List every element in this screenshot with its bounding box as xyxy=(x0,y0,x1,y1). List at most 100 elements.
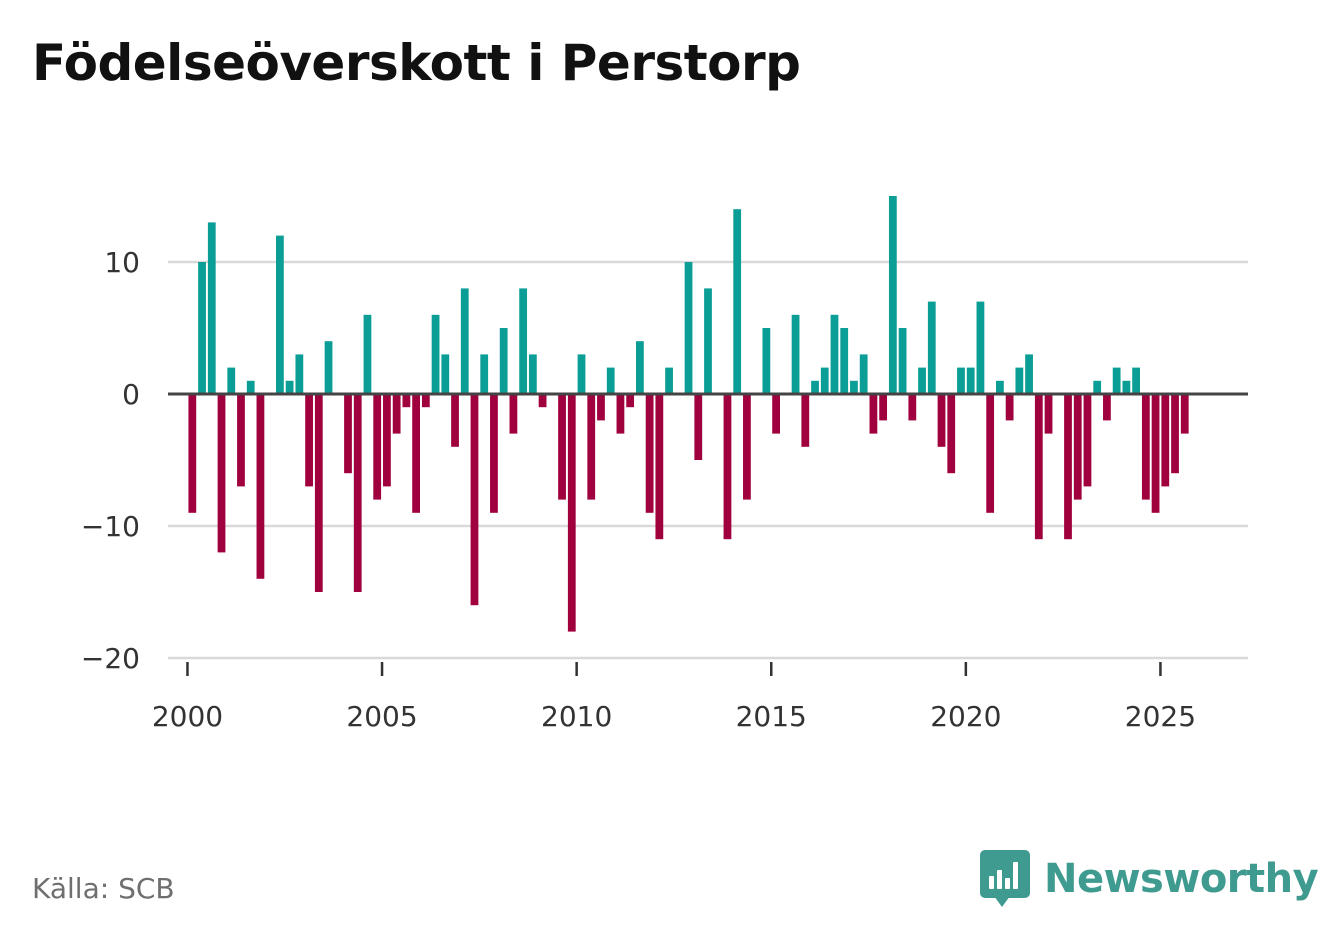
bar xyxy=(927,301,936,394)
bar xyxy=(898,328,907,394)
bar xyxy=(772,394,780,434)
bar xyxy=(1015,367,1024,394)
bars xyxy=(188,196,1189,632)
y-tick-label: 0 xyxy=(122,378,140,411)
bar xyxy=(1034,394,1043,540)
bar xyxy=(314,394,323,592)
bar xyxy=(421,394,430,408)
bar xyxy=(1171,394,1179,474)
bar xyxy=(869,394,878,434)
bar xyxy=(538,394,547,408)
bar xyxy=(645,394,654,513)
bar xyxy=(1132,367,1140,394)
bar xyxy=(577,354,586,394)
bar xyxy=(1064,394,1072,540)
bar xyxy=(324,341,333,394)
axes: 10 0 −10 −20 2000 2005 2010 2015 2020 2025 xyxy=(81,246,1248,733)
bar xyxy=(188,394,197,513)
bar xyxy=(626,394,635,408)
brand-logo[interactable]: Newsworthy xyxy=(980,850,1319,908)
bar xyxy=(227,367,236,394)
bar xyxy=(908,394,917,421)
bar xyxy=(1103,394,1111,421)
bar xyxy=(558,394,566,500)
bar xyxy=(1151,394,1160,513)
bar xyxy=(1005,394,1014,421)
source-note: Källa: SCB xyxy=(32,872,175,905)
bar xyxy=(587,394,596,500)
bar xyxy=(791,314,800,394)
y-tick-label: −20 xyxy=(81,642,140,675)
bar xyxy=(801,394,810,447)
bar xyxy=(636,341,644,394)
bar xyxy=(344,394,352,474)
x-tick-label: 2020 xyxy=(930,700,1001,733)
bar xyxy=(655,394,664,540)
bar xyxy=(276,235,284,394)
bar xyxy=(840,328,849,394)
bar xyxy=(665,367,673,394)
bar xyxy=(694,394,703,460)
y-tick-label: −10 xyxy=(81,510,140,543)
bar xyxy=(383,394,391,487)
bar xyxy=(412,394,420,513)
brand-name: Newsworthy xyxy=(1044,856,1319,902)
bar xyxy=(830,314,839,394)
bar xyxy=(373,394,382,500)
bar xyxy=(246,380,255,394)
bar xyxy=(1161,394,1170,487)
bar xyxy=(1112,367,1121,394)
bar xyxy=(402,394,411,408)
bar xyxy=(295,354,304,394)
bar xyxy=(850,380,858,394)
bar xyxy=(1073,394,1082,500)
bar xyxy=(597,394,605,421)
bar xyxy=(976,301,985,394)
bar xyxy=(762,328,771,394)
bar xyxy=(723,394,732,540)
x-tick-label: 2025 xyxy=(1125,700,1196,733)
bar xyxy=(256,394,265,579)
bar xyxy=(733,209,742,394)
bar xyxy=(986,394,995,513)
bar xyxy=(879,394,888,421)
bar xyxy=(431,314,440,394)
bar xyxy=(1180,394,1189,434)
bar xyxy=(966,367,975,394)
bar xyxy=(480,354,489,394)
bar xyxy=(811,380,819,394)
bar xyxy=(567,394,576,632)
bar xyxy=(451,394,459,447)
y-tick-label: 10 xyxy=(104,246,140,279)
bar xyxy=(1083,394,1092,487)
bar xyxy=(490,394,498,513)
bar xyxy=(947,394,956,474)
newsworthy-logo-icon xyxy=(980,850,1030,907)
bar xyxy=(363,314,372,394)
bar xyxy=(509,394,518,434)
bar xyxy=(285,380,294,394)
bar xyxy=(392,394,401,434)
bar xyxy=(918,367,926,394)
bar xyxy=(684,262,693,394)
bar xyxy=(305,394,313,487)
bar xyxy=(957,367,965,394)
bar xyxy=(859,354,868,394)
bar xyxy=(519,288,528,394)
chart-title: Födelseöverskott i Perstorp xyxy=(32,34,801,92)
bar xyxy=(470,394,479,606)
bar xyxy=(528,354,537,394)
bar xyxy=(441,354,450,394)
bar xyxy=(198,262,206,394)
bar xyxy=(996,380,1004,394)
bar xyxy=(743,394,751,500)
x-tick-label: 2005 xyxy=(346,700,417,733)
bar xyxy=(606,367,615,394)
bar xyxy=(353,394,362,592)
bar xyxy=(1044,394,1053,434)
x-tick-label: 2015 xyxy=(736,700,807,733)
bar xyxy=(820,367,829,394)
bar xyxy=(1025,354,1033,394)
bar xyxy=(888,196,897,394)
